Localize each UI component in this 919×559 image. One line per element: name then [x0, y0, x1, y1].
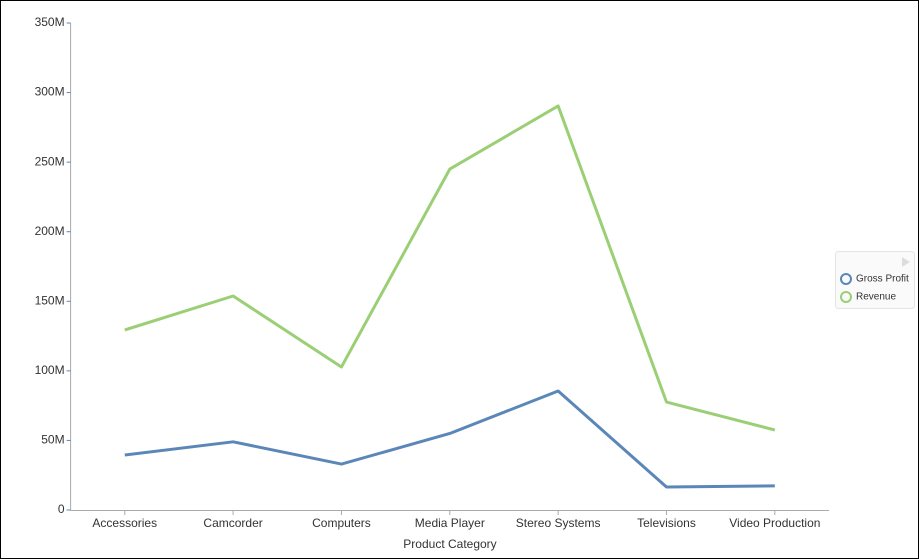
y-tick-label: 150M: [35, 293, 65, 307]
x-tick-label: Stereo Systems: [516, 516, 601, 530]
x-tick-label: Accessories: [92, 516, 157, 530]
legend-box: [835, 251, 915, 309]
x-tick-label: Computers: [312, 516, 371, 530]
line: [124, 104, 776, 432]
legend-marker: [840, 273, 852, 285]
x-tick-label: Televisions: [637, 516, 696, 530]
y-tick-label: 350M: [35, 15, 65, 29]
y-tick-label: 300M: [35, 85, 65, 99]
legend: Gross Profit Revenue: [840, 273, 909, 303]
y-tick-label: 250M: [35, 154, 65, 168]
legend-label: Gross Profit: [856, 274, 909, 285]
x-tick-label: Video Production: [729, 516, 820, 530]
x-tick-label: Media Player: [415, 516, 485, 530]
y-tick-label: 200M: [35, 224, 65, 238]
y-tick-label: 100M: [35, 363, 65, 377]
legend-arrow[interactable]: [902, 257, 910, 267]
y-tick-label: 50M: [41, 433, 64, 447]
line: [124, 389, 775, 489]
y-tick-label: 0: [58, 502, 65, 516]
legend-label: Revenue: [856, 292, 896, 303]
legend-marker: [840, 291, 852, 303]
x-axis-title: Product Category: [403, 537, 496, 551]
x-tick-label: Camcorder: [203, 516, 262, 530]
